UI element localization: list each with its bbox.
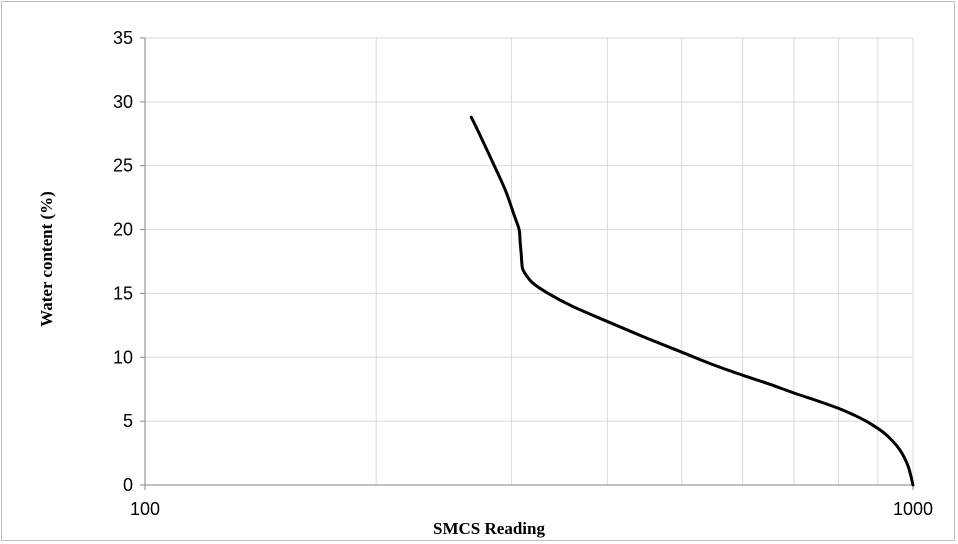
series-line bbox=[469, 115, 915, 487]
y-tick-label: 30 bbox=[113, 92, 133, 112]
y-tick-label: 10 bbox=[113, 347, 133, 367]
y-tick-label: 25 bbox=[113, 156, 133, 176]
series-layer bbox=[469, 115, 915, 487]
y-tick-label: 0 bbox=[123, 475, 133, 495]
y-tick-label: 15 bbox=[113, 283, 133, 303]
label-layer: 0 5 10 15 20 25 30 35 100 1000 bbox=[113, 28, 933, 519]
grid-layer bbox=[145, 37, 914, 485]
y-tick-label: 35 bbox=[113, 28, 133, 48]
axis-layer bbox=[140, 37, 914, 490]
y-tick-label: 5 bbox=[123, 411, 133, 431]
x-tick-label: 1000 bbox=[893, 499, 933, 519]
y-axis-title: Water content (%) bbox=[37, 191, 56, 327]
x-axis-title: SMCS Reading bbox=[433, 519, 545, 538]
x-tick-label: 100 bbox=[130, 499, 160, 519]
y-tick-label: 20 bbox=[113, 220, 133, 240]
